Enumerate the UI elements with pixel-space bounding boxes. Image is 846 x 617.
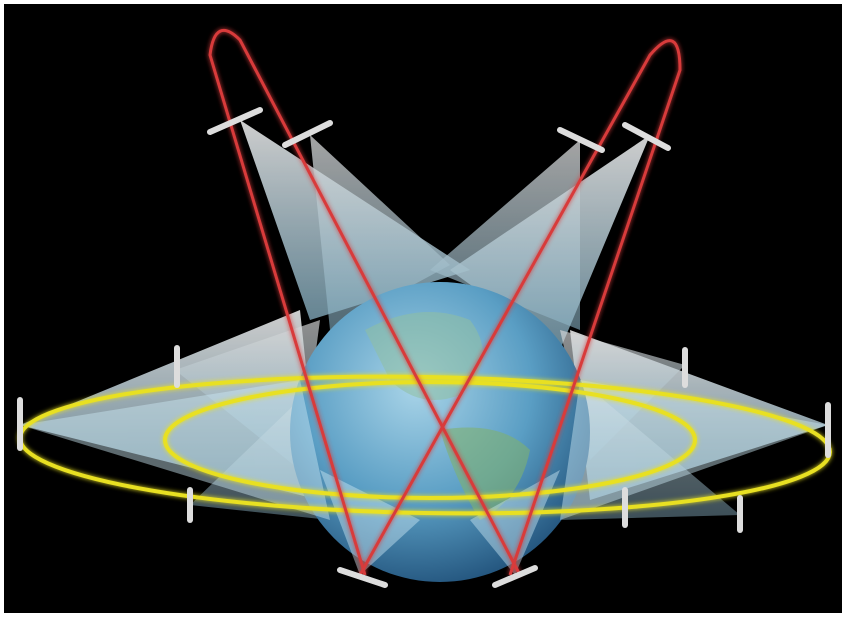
coverage-cones: [20, 120, 828, 520]
orbit: [358, 39, 682, 576]
satellite: [622, 122, 671, 151]
cone: [560, 380, 828, 520]
orbit: [208, 28, 522, 576]
satellites: [17, 107, 831, 588]
satellite: [282, 120, 333, 148]
cone: [310, 135, 450, 330]
satellite: [207, 107, 263, 135]
red-orbits: [208, 28, 682, 576]
satellite: [337, 567, 388, 588]
satellite: [557, 127, 605, 153]
orbit: [163, 380, 697, 500]
satellite: [492, 565, 538, 588]
